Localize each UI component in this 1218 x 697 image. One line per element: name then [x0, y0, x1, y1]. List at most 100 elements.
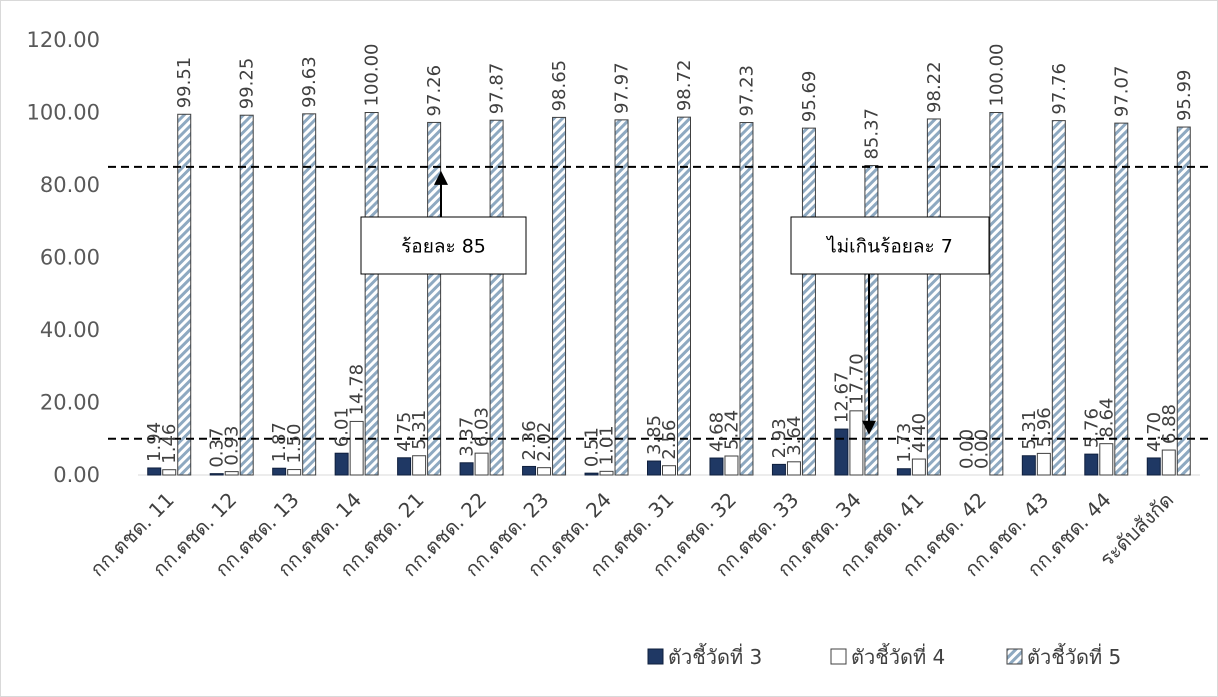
data-label: 98.72: [674, 60, 695, 112]
bar-series-2: [287, 469, 302, 476]
data-label: 99.25: [237, 58, 258, 110]
data-label: 2.36: [519, 420, 540, 460]
bar-series-1: [771, 463, 786, 476]
bar-series-3: [364, 112, 379, 476]
y-tick-label: 120.00: [27, 28, 100, 52]
bar-series-3: [552, 116, 567, 476]
bar-series-1: [584, 472, 599, 476]
bar-series-2: [724, 455, 739, 476]
data-label: 5.31: [409, 410, 430, 450]
y-tick-label: 20.00: [40, 391, 100, 415]
bar-series-3: [677, 116, 691, 476]
bar-series-1: [397, 457, 412, 476]
y-tick-label: 100.00: [27, 101, 100, 125]
data-label: 99.51: [174, 57, 195, 109]
reference-lines: [108, 165, 1212, 440]
data-label: 0.37: [207, 428, 228, 468]
data-label: 1.50: [284, 423, 305, 463]
data-label: 5.96: [1034, 407, 1055, 447]
data-label: 6.88: [1159, 404, 1180, 444]
data-label: 8.64: [1096, 398, 1117, 438]
bar-series-3: [801, 127, 816, 476]
data-label: 0.93: [222, 426, 243, 466]
bar-series-1: [209, 473, 224, 476]
bar-series-2: [599, 470, 614, 476]
y-axis: 0.00 20.00 40.00 60.00 80.00 100.00 120.00: [27, 28, 100, 487]
data-label: 4.40: [909, 413, 930, 453]
data-label: 97.97: [612, 62, 633, 114]
annotation-arrowhead: [862, 420, 876, 435]
bar-series-2: [474, 452, 489, 476]
bar-series-1: [1021, 455, 1036, 476]
bar-series-2: [911, 458, 926, 476]
bar-series-3: [1114, 122, 1129, 476]
bar-series-2: [1036, 452, 1051, 476]
data-label: 97.76: [1049, 63, 1070, 115]
data-label: 2.93: [769, 418, 790, 458]
bar-series-3: [239, 114, 254, 476]
bar-series-3: [1176, 126, 1191, 476]
bar-series-1: [147, 467, 162, 476]
data-label: 2.56: [659, 420, 680, 460]
bar-series-1: [896, 468, 911, 476]
data-label: 97.26: [424, 65, 445, 117]
legend-swatch: [647, 648, 664, 665]
data-label: 1.46: [159, 424, 180, 464]
bar-series-2: [349, 420, 364, 476]
y-tick-label: 80.00: [40, 173, 100, 197]
data-label: 100.00: [362, 44, 383, 107]
bar-series-3: [489, 119, 504, 476]
bar-series-2: [849, 410, 864, 476]
bar-series-3: [614, 119, 629, 476]
data-label: 4.68: [706, 412, 727, 452]
bar-series-3: [177, 113, 192, 476]
legend-label: ตัวชี้วัดที่ 4: [851, 643, 945, 669]
bar-series-1: [272, 467, 287, 476]
data-label: 98.22: [924, 61, 945, 113]
bar-series-2: [1161, 449, 1176, 476]
y-tick-label: 40.00: [40, 318, 100, 342]
data-label: 97.07: [1111, 66, 1132, 118]
data-label: 3.85: [644, 415, 665, 455]
data-label: 2.02: [534, 422, 555, 462]
data-label: 3.37: [457, 417, 478, 457]
annotations: ร้อยละ 85 ไม่เกินร้อยละ 7: [360, 170, 990, 435]
bar-series-3: [427, 121, 442, 476]
annotation-box: [790, 216, 990, 275]
legend: ตัวชี้วัดที่ 3 ตัวชี้วัดที่ 4 ตัวชี้วัดที่…: [647, 643, 1121, 669]
data-labels: 1.941.46 99.51 0.370.93 99.25 1.871.50 99.63 6…: [144, 44, 1195, 469]
data-label: 1.01: [597, 425, 618, 465]
data-label: 6.03: [472, 407, 493, 447]
legend-swatch: [830, 648, 847, 665]
bar-series-2: [1099, 443, 1114, 476]
bar-series-1: [709, 457, 724, 476]
bar-series-2: [662, 465, 676, 476]
data-label: 1.94: [144, 422, 165, 462]
bar-series-3: [739, 122, 754, 476]
data-label: 1.73: [894, 423, 915, 463]
data-label: 0.00: [971, 429, 992, 469]
bar-series-1: [334, 452, 349, 476]
data-label: 5.76: [1081, 408, 1102, 448]
legend-swatch: [1006, 648, 1023, 665]
data-label: 99.63: [299, 56, 320, 108]
bar-series-3: [1051, 120, 1066, 476]
data-label: 100.00: [986, 44, 1007, 107]
data-label: 17.70: [846, 353, 867, 405]
annotation-arrowhead: [434, 170, 448, 185]
y-tick-label: 0.00: [53, 463, 100, 487]
annotation-text: ไม่เกินร้อยละ 7: [825, 236, 953, 258]
bar-series-2: [162, 469, 177, 476]
data-label: 14.78: [347, 364, 368, 416]
legend-label: ตัวชี้วัดที่ 5: [1027, 643, 1121, 669]
bar-series-1: [522, 465, 537, 476]
bar-series-3: [989, 112, 1004, 476]
bar-series-1: [1084, 453, 1099, 476]
data-label: 1.87: [269, 422, 290, 462]
y-tick-label: 60.00: [40, 246, 100, 270]
annotation-box: [360, 216, 527, 275]
bar-series-1: [647, 460, 661, 476]
data-label: 97.87: [487, 63, 508, 115]
